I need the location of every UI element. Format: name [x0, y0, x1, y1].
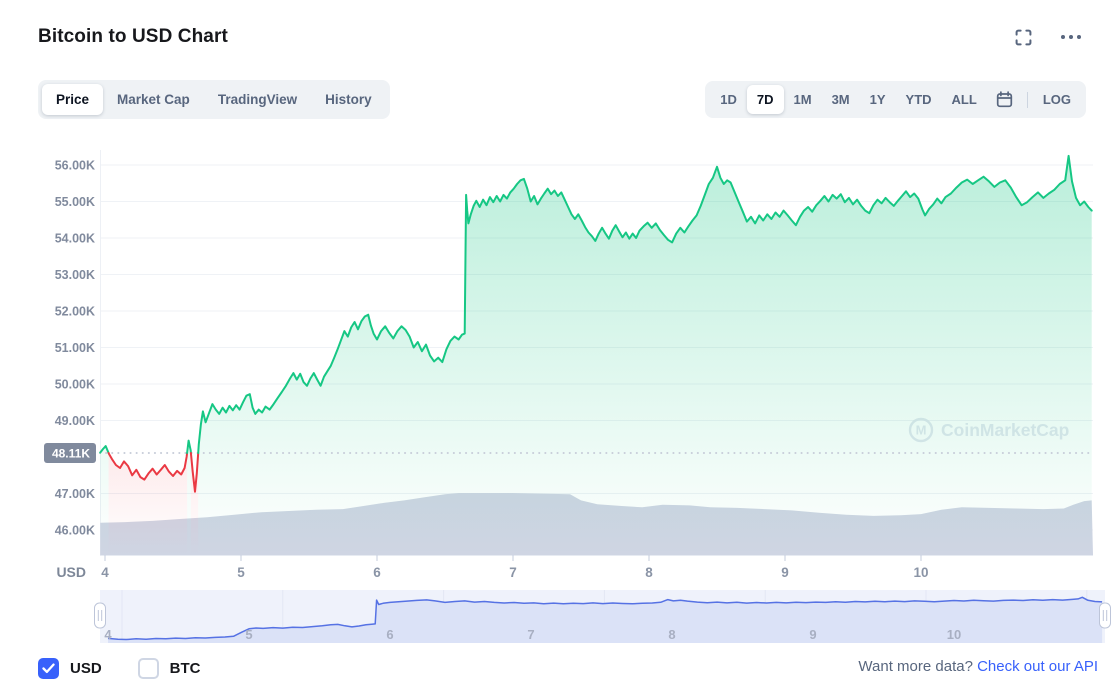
- price-line: [99, 154, 1093, 493]
- chart-plot-area[interactable]: [100, 150, 1093, 555]
- range-buttons: 1D 7D 1M 3M 1Y YTD ALL: [710, 85, 987, 114]
- tab-history[interactable]: History: [311, 84, 386, 115]
- range-1d[interactable]: 1D: [710, 85, 747, 114]
- range-all[interactable]: ALL: [942, 85, 987, 114]
- tab-market-cap[interactable]: Market Cap: [103, 84, 204, 115]
- y-tick-label: 49.00K: [55, 414, 95, 428]
- navigator-tick-label: 6: [386, 627, 393, 642]
- navigator-left-handle[interactable]: [94, 602, 106, 629]
- y-tick-label: 55.00K: [55, 195, 95, 209]
- tab-tradingview[interactable]: TradingView: [204, 84, 311, 115]
- calendar-icon[interactable]: [987, 85, 1022, 114]
- price-line-up-segment: [197, 154, 1093, 454]
- navigator-area: [108, 597, 1103, 643]
- navigator-right-handle[interactable]: [1099, 602, 1111, 629]
- unchecked-checkbox-icon[interactable]: [137, 657, 159, 679]
- x-tick-label: 6: [373, 565, 381, 580]
- y-tick-label: 54.00K: [55, 232, 95, 246]
- navigator-tick-label: 5: [245, 627, 252, 642]
- x-tick-label: 5: [237, 565, 245, 580]
- y-tick-label: 47.00K: [55, 487, 95, 501]
- range-selector: 1D 7D 1M 3M 1Y YTD ALL LOG: [705, 81, 1086, 118]
- fullscreen-icon[interactable]: [1013, 27, 1034, 48]
- handle-grip[interactable]: [1099, 602, 1111, 629]
- current-price-label: 48.11K: [52, 447, 90, 461]
- chart-header: Bitcoin to USD Chart: [38, 26, 1084, 48]
- navigator-line: [107, 596, 1103, 641]
- y-tick-label: 56.00K: [55, 159, 95, 173]
- checked-checkbox-icon[interactable]: [38, 657, 59, 679]
- x-tick-label: 10: [913, 565, 928, 580]
- handle-grip[interactable]: [94, 602, 106, 629]
- navigator-tick-label: 9: [809, 627, 816, 642]
- x-tick-label: 9: [781, 565, 789, 580]
- y-tick-label: 53.00K: [55, 268, 95, 282]
- more-options-icon[interactable]: [1058, 32, 1084, 42]
- header-actions: [1013, 27, 1084, 48]
- range-3m[interactable]: 3M: [822, 85, 860, 114]
- area-fill-segment: [108, 453, 188, 555]
- y-axis-labels: 56.00K 55.00K 54.00K 53.00K 52.00K 51.00K 50.0…: [55, 159, 95, 538]
- currency-label: BTC: [169, 659, 201, 677]
- tab-price[interactable]: Price: [42, 84, 104, 115]
- y-axis-unit-label: USD: [56, 564, 86, 580]
- currency-toggle-btc[interactable]: BTC: [137, 657, 201, 679]
- y-tick-label: 51.00K: [55, 341, 95, 355]
- api-prompt-text: Want more data?: [858, 658, 973, 675]
- api-prompt: Want more data? Check out our API: [858, 658, 1098, 675]
- currency-toggles: USD BTC: [38, 654, 201, 682]
- badge-background: [44, 443, 96, 463]
- x-tick-label: 8: [645, 565, 653, 580]
- currency-label: USD: [70, 659, 102, 677]
- currency-toggle-usd[interactable]: USD: [38, 657, 102, 679]
- y-tick-label: 52.00K: [55, 305, 95, 319]
- area-fill-segment: [100, 446, 109, 555]
- navigator-tick-label: 8: [668, 627, 675, 642]
- x-tick-label: 4: [101, 565, 109, 580]
- area-fill-segment: [187, 440, 191, 555]
- range-1m[interactable]: 1M: [784, 85, 822, 114]
- range-ytd[interactable]: YTD: [896, 85, 942, 114]
- page-title: Bitcoin to USD Chart: [38, 26, 228, 47]
- price-line-down-segment: [107, 452, 189, 481]
- x-tick-label: 7: [509, 565, 517, 580]
- navigator-tick-label: 10: [947, 627, 961, 642]
- x-axis-labels: 4 5 6 7 8 9 10: [101, 555, 929, 580]
- current-price-badge: 48.11K: [44, 443, 96, 463]
- log-scale-button[interactable]: LOG: [1033, 85, 1081, 114]
- divider: [1026, 91, 1028, 108]
- chart-type-tabs: Price Market Cap TradingView History: [38, 80, 390, 119]
- price-line-down-segment: [189, 452, 200, 493]
- y-tick-label: 46.00K: [55, 524, 95, 538]
- navigator-tick-label: 7: [527, 627, 534, 642]
- y-tick-label: 50.00K: [55, 378, 95, 392]
- price-line-up-segment: [186, 439, 192, 454]
- range-1y[interactable]: 1Y: [860, 85, 896, 114]
- range-7d[interactable]: 7D: [746, 85, 784, 114]
- navigator: 4 5 6 7 8 9 10: [94, 590, 1111, 643]
- api-link[interactable]: Check out our API: [977, 658, 1098, 675]
- navigator-tick-label: 4: [104, 627, 112, 642]
- area-fill-segment: [198, 155, 1092, 555]
- price-line-up-segment: [99, 445, 110, 454]
